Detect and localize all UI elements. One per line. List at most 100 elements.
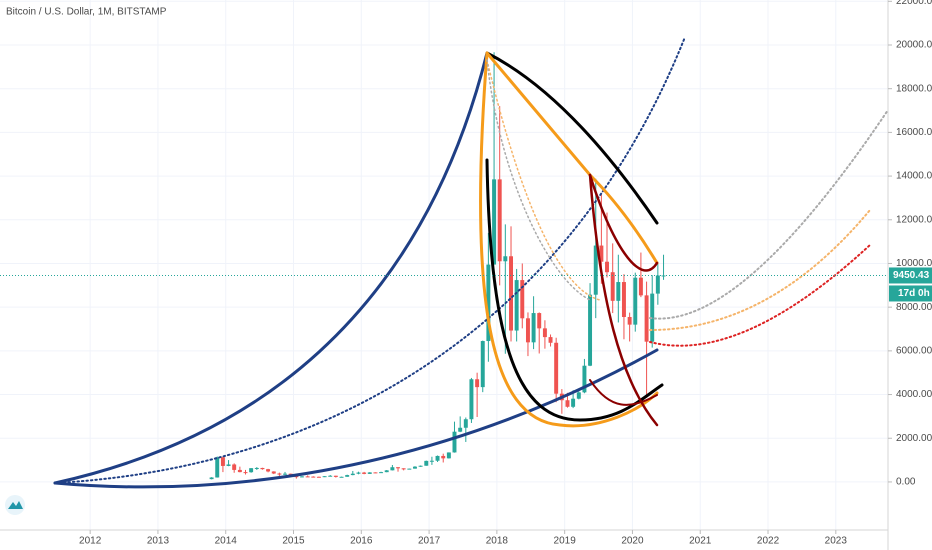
- candle-body: [520, 280, 525, 319]
- candle-body: [633, 277, 638, 325]
- candle-body: [299, 476, 304, 478]
- candle-body: [367, 472, 372, 474]
- candle-body: [373, 472, 378, 474]
- candle-body: [644, 295, 649, 342]
- candle-body: [537, 313, 542, 329]
- candle-body: [350, 473, 355, 476]
- y-tick-label: 16000.00: [896, 127, 932, 138]
- candle-body: [401, 468, 406, 470]
- candle-body: [379, 472, 384, 474]
- candle-body: [384, 470, 389, 473]
- candle-body: [542, 328, 547, 338]
- candle-body: [254, 467, 259, 469]
- candle-body: [407, 468, 412, 470]
- x-tick-label: 2013: [147, 536, 170, 547]
- candle-body: [548, 337, 553, 343]
- grey-dotted-drop: [486, 59, 591, 301]
- x-tick-label: 2021: [689, 536, 712, 547]
- red-top: [588, 173, 659, 272]
- candle-body: [305, 476, 310, 478]
- y-tick-label: 10000.00: [896, 258, 932, 269]
- x-tick-label: 2020: [621, 536, 644, 547]
- candle-body: [220, 457, 225, 466]
- last-price-label: 9450.43: [893, 270, 930, 281]
- red-bottom: [589, 379, 658, 406]
- orange-dotted-projection: [649, 209, 871, 331]
- candle-body: [412, 466, 417, 469]
- candle-body: [514, 280, 519, 331]
- candle-body: [243, 472, 248, 474]
- candle-body: [396, 467, 400, 469]
- y-tick-label: 14000.00: [896, 171, 932, 182]
- candle-body: [469, 379, 474, 420]
- candle-body: [429, 460, 434, 462]
- drawings: [53, 36, 889, 489]
- candle-body: [288, 473, 293, 475]
- candle-body: [610, 272, 615, 301]
- candle-body: [452, 431, 457, 453]
- arc-low: [53, 348, 659, 489]
- y-tick-label: 18000.00: [896, 83, 932, 94]
- candle-body: [593, 245, 598, 295]
- x-tick-label: 2023: [825, 536, 848, 547]
- candle-body: [458, 427, 463, 432]
- candle-body: [266, 469, 271, 472]
- candle-body: [509, 256, 513, 331]
- candle-body: [356, 472, 361, 474]
- candle-body: [480, 341, 485, 388]
- candle-body: [339, 476, 344, 478]
- candle-body: [345, 475, 350, 477]
- candle-body: [599, 245, 604, 262]
- arc-up: [53, 51, 489, 485]
- candle-body: [616, 282, 621, 301]
- candle-body: [525, 318, 530, 343]
- candle-body: [316, 476, 321, 478]
- candle-body: [362, 472, 367, 474]
- candle-body: [441, 455, 446, 459]
- candle-body: [565, 400, 570, 407]
- candle-body: [328, 475, 333, 477]
- candle-body: [486, 264, 491, 342]
- y-tick-label: 22000.00: [896, 0, 932, 7]
- x-tick-label: 2014: [215, 536, 238, 547]
- candle-body: [446, 452, 451, 459]
- last-price-tag: [889, 267, 932, 284]
- x-tick-label: 2019: [554, 536, 577, 547]
- orange-dotted-drop: [486, 59, 601, 301]
- candle-body: [531, 313, 536, 343]
- candle-body: [463, 419, 468, 428]
- red-down: [588, 173, 659, 427]
- candle-body: [232, 464, 237, 470]
- candle-body: [582, 365, 587, 393]
- x-tick-label: 2012: [79, 536, 102, 547]
- candle-body: [627, 316, 632, 325]
- candle-body: [621, 282, 626, 317]
- candle-body: [283, 473, 287, 475]
- candle-body: [605, 261, 609, 273]
- y-tick-label: 0.00: [896, 477, 916, 488]
- candle-body: [215, 457, 220, 478]
- candle-body: [418, 465, 423, 467]
- candle-body: [638, 277, 643, 296]
- candle-body: [226, 464, 231, 466]
- candle-body: [333, 475, 338, 477]
- candle-body: [503, 256, 508, 262]
- grid: [0, 0, 888, 530]
- candle-body: [655, 275, 660, 294]
- orange-arc: [478, 51, 659, 428]
- orange-top: [485, 51, 659, 265]
- x-tick-label: 2018: [486, 536, 509, 547]
- y-tick-label: 12000.00: [896, 214, 932, 225]
- candle-body: [277, 473, 282, 475]
- candle-body: [209, 477, 214, 480]
- candle-body: [588, 294, 593, 366]
- candle-body: [260, 467, 265, 470]
- arc-dotted: [54, 36, 686, 484]
- logo-mark: [8, 501, 23, 509]
- candle-body: [237, 469, 242, 473]
- candle-body: [554, 342, 559, 394]
- candle-body: [576, 392, 581, 399]
- candle-body: [390, 467, 395, 471]
- y-tick-label: 4000.00: [896, 389, 932, 400]
